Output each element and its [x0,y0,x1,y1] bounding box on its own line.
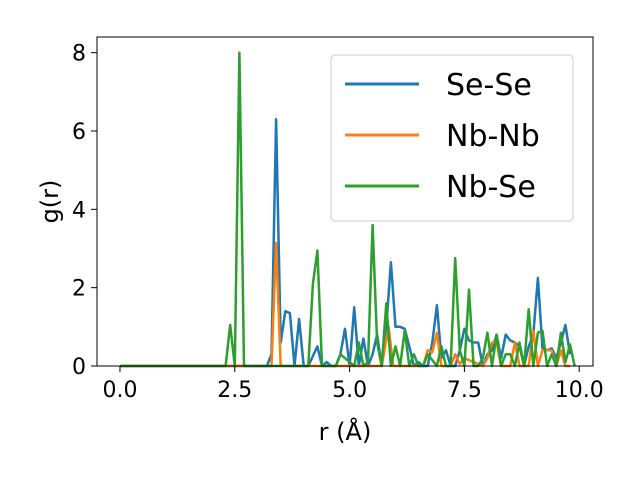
x-axis: 0.0 2.5 5.0 7.5 10.0 [102,366,604,403]
y-tick-label: 8 [72,42,86,67]
legend-label: Se-Se [446,68,532,103]
x-tick-label: 2.5 [217,378,252,403]
legend-label: Nb-Se [446,170,536,205]
y-tick-label: 6 [72,120,86,145]
plot-frame [96,36,594,367]
legend: Se-Se Nb-Nb Nb-Se [330,54,574,222]
x-tick-label: 7.5 [447,378,482,403]
y-axis-label: g(r) [36,180,64,224]
x-axis-label: r (Å) [319,417,372,446]
legend-box [330,54,574,222]
y-axis: 0 2 4 6 8 [72,42,97,380]
x-tick-label: 5.0 [332,378,367,403]
y-tick-label: 2 [72,277,86,302]
y-tick-label: 4 [72,198,86,223]
y-tick-label: 0 [72,355,86,380]
x-tick-label: 0.0 [102,378,137,403]
legend-label: Nb-Nb [446,119,540,154]
x-tick-label: 10.0 [555,378,604,403]
